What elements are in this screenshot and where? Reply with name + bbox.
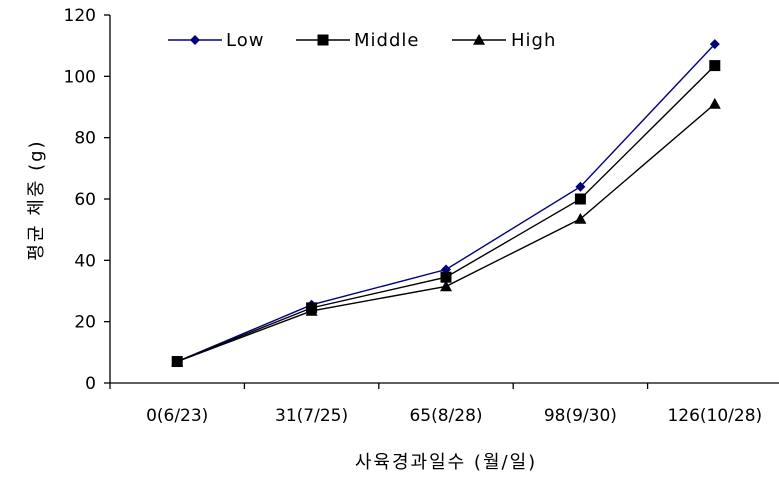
legend-label-high: High <box>511 30 556 51</box>
legend-label-low: Low <box>226 30 264 51</box>
legend-label-middle: Middle <box>354 30 419 51</box>
legend-item-middle: Middle <box>296 30 419 51</box>
y-tick-label: 40 <box>74 251 96 271</box>
x-tick-label: 65(8/28) <box>409 406 482 426</box>
legend: Low Middle High <box>168 30 556 51</box>
legend-marker-high <box>473 34 485 45</box>
y-tick-label: 60 <box>74 190 96 210</box>
data-point-low <box>575 181 586 192</box>
data-point-low <box>709 39 720 50</box>
data-point-high <box>305 304 318 316</box>
series-middle <box>171 60 721 368</box>
series-group <box>171 39 721 368</box>
y-tick-label: 80 <box>74 129 96 149</box>
data-point-high <box>708 97 721 109</box>
data-point-high <box>574 212 587 224</box>
legend-marker-middle <box>317 34 329 46</box>
series-line-high <box>176 103 716 363</box>
legend-item-low: Low <box>168 30 264 51</box>
y-tick-label: 120 <box>64 6 96 26</box>
y-tick-label: 100 <box>64 67 96 87</box>
series-low <box>172 39 720 367</box>
y-tick-label: 20 <box>74 313 96 333</box>
x-tick-label: 0(6/23) <box>146 406 208 426</box>
data-point-middle <box>709 60 721 72</box>
data-point-high <box>171 355 184 367</box>
x-tick-label: 98(9/30) <box>544 406 617 426</box>
data-point-high <box>440 280 452 292</box>
series-line-middle <box>176 65 716 363</box>
x-tick-label: 126(10/28) <box>667 406 762 426</box>
data-point-middle <box>440 271 452 283</box>
legend-marker-low <box>190 35 200 45</box>
data-point-middle <box>574 193 586 205</box>
axes: 0 20 40 60 80 100 120 0(6/23) 31(7/25) 65(8/28) 98… <box>64 6 779 426</box>
y-axis-title: 평균 체중 (g) <box>26 139 47 260</box>
x-axis-title: 사육경과일수 (월/일) <box>355 452 537 473</box>
x-tick-label: 31(7/25) <box>275 406 348 426</box>
y-tick-label: 0 <box>85 374 96 394</box>
series-high <box>171 97 721 367</box>
series-line-low <box>176 43 716 363</box>
legend-item-high: High <box>452 30 556 51</box>
